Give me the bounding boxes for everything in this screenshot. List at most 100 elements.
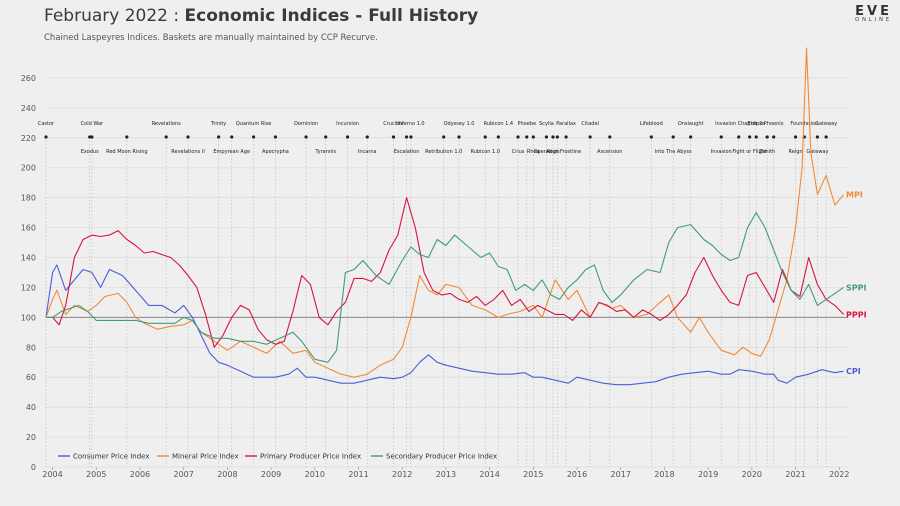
event-label: Crius: [512, 149, 525, 155]
event-label: Into The Abyss: [655, 149, 692, 155]
event-dot: [88, 135, 92, 139]
event-label: Incursion: [336, 121, 359, 127]
x-tick-label: 2009: [261, 470, 281, 479]
event-dot: [345, 135, 350, 139]
event-label: Lifeblood: [640, 121, 663, 127]
x-tick-label: 2021: [785, 470, 805, 479]
event-label: Escalation: [394, 149, 420, 155]
event-dot: [765, 135, 769, 139]
y-tick-label: 120: [21, 283, 36, 292]
x-tick-label: 2014: [479, 470, 499, 479]
event-dot: [304, 135, 308, 139]
event-label: Citadel: [581, 121, 599, 127]
x-tick-label: 2006: [130, 470, 150, 479]
event-label: Invasion: [711, 149, 732, 155]
x-tick-label: 2020: [742, 470, 762, 479]
event-label: Odyssey 1.0: [444, 121, 475, 127]
event-label: Fight or Flight: [732, 149, 766, 155]
event-label: Foundation: [790, 121, 818, 127]
event-dot: [252, 135, 256, 139]
event-dot: [273, 135, 278, 139]
y-tick-label: 60: [26, 373, 36, 382]
event-dot: [608, 135, 612, 139]
event-dot: [815, 135, 820, 139]
event-label: Empyrean Age: [213, 149, 250, 155]
eve-online-logo: EVE ONLINE: [855, 4, 892, 23]
event-label: Gateway: [815, 121, 837, 127]
event-dot: [564, 135, 568, 139]
y-tick-label: 20: [26, 433, 36, 442]
event-label: Reign: [789, 149, 803, 155]
x-tick-label: 2016: [567, 470, 587, 479]
event-dot: [671, 135, 675, 139]
x-tick-label: 2018: [654, 470, 674, 479]
event-label: Quantum Rise: [236, 121, 271, 127]
event-dot: [391, 135, 396, 139]
x-tick-label: 2019: [698, 470, 718, 479]
event-dot: [457, 135, 461, 139]
event-dot: [442, 135, 446, 139]
event-label: Phoenix: [764, 121, 784, 127]
y-tick-label: 220: [21, 134, 36, 143]
event-label: Zenith: [759, 149, 775, 155]
event-dot: [44, 135, 48, 139]
series-end-label-pppi: PPPI: [846, 310, 867, 319]
x-tick-label: 2005: [86, 470, 106, 479]
event-label: Rhea: [527, 149, 540, 155]
x-tick-label: 2008: [217, 470, 237, 479]
event-label: Eclipse: [747, 121, 765, 127]
y-tick-label: 260: [21, 74, 36, 83]
event-dot: [496, 135, 500, 139]
x-tick-label: 2011: [348, 470, 368, 479]
event-dot: [186, 135, 190, 139]
event-dot: [824, 135, 828, 139]
series-end-label-sppi: SPPI: [846, 283, 866, 292]
series-end-label-mpi: MPI: [846, 191, 863, 200]
x-tick-label: 2013: [436, 470, 456, 479]
event-label: Parallax: [556, 121, 576, 127]
event-label: Gateway: [806, 149, 828, 155]
event-dot: [719, 135, 723, 139]
legend-label-pppi: Primary Producer Price Index: [260, 453, 361, 461]
event-label: Apocrypha: [262, 149, 289, 155]
event-label: Exodus: [81, 149, 99, 155]
y-tick-label: 140: [21, 254, 36, 263]
event-dot: [649, 135, 653, 139]
event-dot: [544, 135, 549, 139]
legend-label-cpi: Consumer Price Index: [73, 453, 150, 461]
series-line-sppi: [46, 212, 844, 363]
event-label: Tyrannis: [314, 149, 336, 155]
event-label: Red Moon Rising: [106, 149, 147, 155]
event-dot: [748, 135, 752, 139]
y-tick-label: 100: [21, 313, 36, 322]
series-end-label-cpi: CPI: [846, 367, 861, 376]
event-dot: [230, 135, 234, 139]
logo-text: EVE: [855, 4, 892, 19]
event-label: Aegis: [546, 149, 560, 155]
y-tick-label: 40: [26, 403, 36, 412]
x-tick-label: 2004: [42, 470, 62, 479]
x-tick-label: 2012: [392, 470, 412, 479]
event-dot: [217, 135, 221, 139]
event-label: Crucible: [383, 121, 404, 127]
x-tick-label: 2015: [523, 470, 543, 479]
event-dot: [689, 135, 693, 139]
event-label: Castor: [38, 121, 55, 127]
event-label: Scylla: [539, 121, 554, 127]
event-label: Phoebe: [517, 121, 536, 127]
event-label: Onslaught: [678, 121, 704, 127]
event-label: Dominion: [294, 121, 318, 127]
event-dot: [365, 135, 369, 139]
event-dot: [793, 135, 798, 139]
x-tick-label: 2022: [829, 470, 849, 479]
page-subtitle: Chained Laspeyres Indices. Baskets are m…: [44, 33, 378, 43]
event-dot: [409, 135, 413, 139]
event-dot: [525, 135, 529, 139]
event-dot: [164, 135, 168, 139]
event-dot: [737, 135, 741, 139]
y-tick-label: 160: [21, 224, 36, 233]
title-date: February 2022: [44, 6, 168, 26]
x-tick-label: 2017: [611, 470, 631, 479]
event-dot: [588, 135, 592, 139]
